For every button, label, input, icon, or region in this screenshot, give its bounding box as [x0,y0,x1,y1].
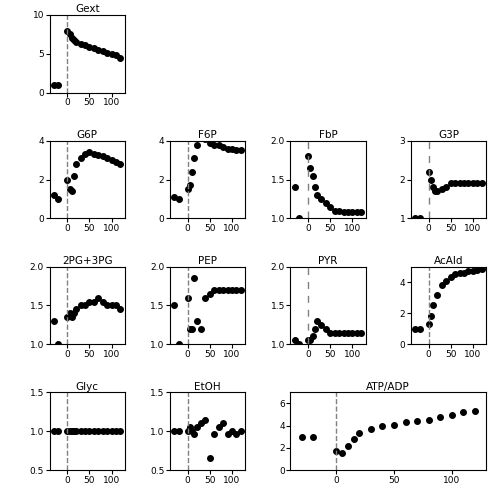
Title: G6P: G6P [77,130,98,140]
Title: ATP/ADP: ATP/ADP [367,382,410,392]
Title: EtOH: EtOH [194,382,221,392]
Title: F6P: F6P [198,130,217,140]
Title: PYR: PYR [318,256,338,266]
Title: Gext: Gext [75,4,100,14]
Title: Glyc: Glyc [76,382,99,392]
Title: AcAld: AcAld [434,256,463,266]
Title: 2PG+3PG: 2PG+3PG [62,256,113,266]
Title: FbP: FbP [318,130,337,140]
Title: G3P: G3P [438,130,459,140]
Title: PEP: PEP [198,256,217,266]
